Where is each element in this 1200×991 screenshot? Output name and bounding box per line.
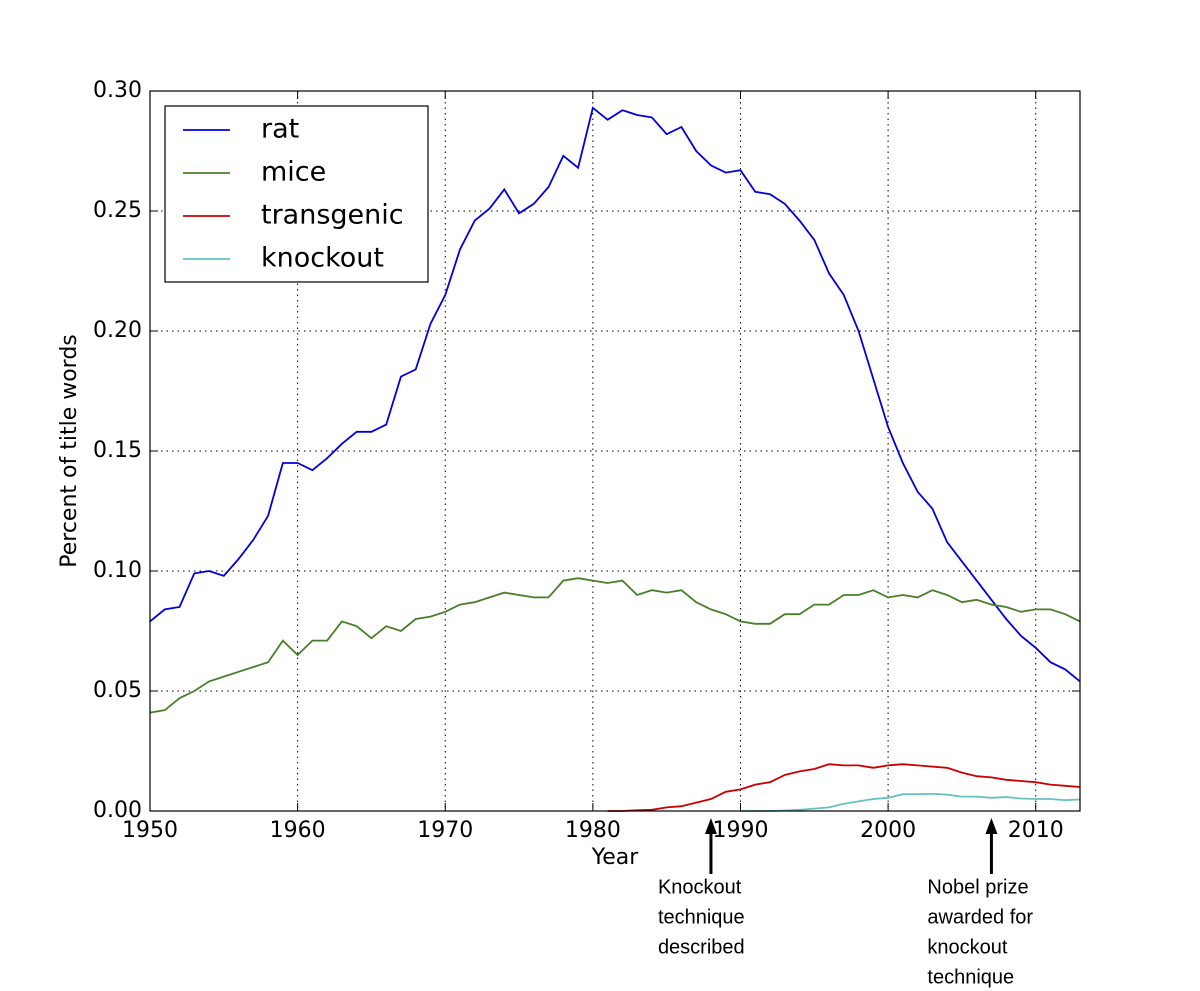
annotation-text: knockout [927, 936, 1007, 958]
x-tick-label: 2010 [1008, 818, 1064, 843]
y-tick-label: 0.05 [93, 678, 142, 703]
series-line [740, 792, 1081, 812]
annotation-arrowhead [704, 818, 717, 834]
annotation-text: technique [927, 966, 1014, 988]
y-axis-label: Percent of title words [57, 334, 82, 568]
series-line [149, 577, 1081, 714]
x-tick-label: 2000 [860, 818, 916, 843]
annotation-text: technique [658, 906, 745, 928]
x-tick-label: 1970 [417, 818, 473, 843]
series-line [149, 106, 1081, 683]
y-tick-label: 0.20 [93, 318, 142, 343]
y-tick-label: 0.15 [93, 438, 142, 463]
legend-label: knockout [261, 243, 384, 274]
x-tick-label: 1960 [270, 818, 326, 843]
annotation-text: Knockout [658, 876, 742, 898]
legend: rat mice transgenic knockout [164, 105, 429, 283]
legend-label: mice [261, 157, 326, 188]
annotation-arrowhead [985, 818, 998, 834]
series-line [607, 763, 1081, 812]
y-tick-label: 0.25 [93, 198, 142, 223]
y-tick-label: 0.30 [93, 78, 142, 103]
plot-frame [149, 90, 1081, 812]
x-tick-label: 1950 [122, 818, 178, 843]
x-tick-label: 1990 [712, 818, 768, 843]
legend-box [164, 105, 429, 283]
annotation-text: Nobel prize [927, 876, 1028, 898]
legend-label: rat [261, 114, 299, 145]
x-tick-label: 1980 [565, 818, 621, 843]
x-axis-label: Year [591, 845, 640, 870]
annotation-text: awarded for [927, 906, 1033, 928]
y-tick-label: 0.10 [93, 558, 142, 583]
legend-label: transgenic [261, 200, 404, 231]
y-tick-label: 0.00 [93, 798, 142, 823]
annotation-text: described [658, 936, 745, 958]
